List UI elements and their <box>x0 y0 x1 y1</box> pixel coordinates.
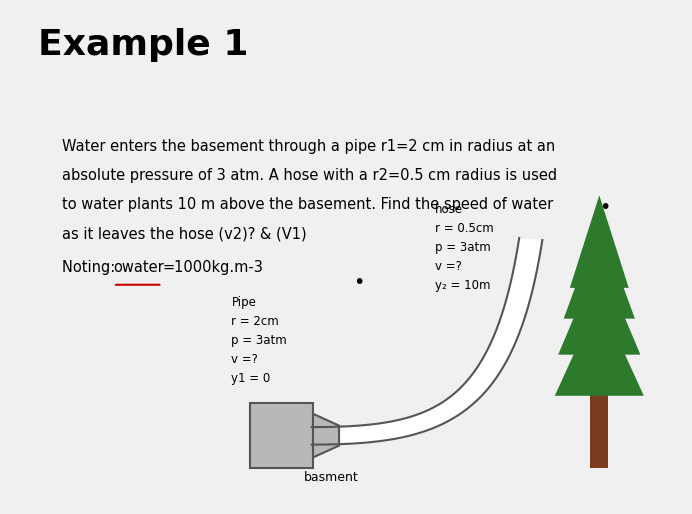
Text: =1000kg.m-3: =1000kg.m-3 <box>163 260 263 275</box>
Text: •: • <box>599 198 610 217</box>
Text: absolute pressure of 3 atm. A hose with a r2=0.5 cm radius is used: absolute pressure of 3 atm. A hose with … <box>62 168 557 183</box>
Polygon shape <box>558 257 640 355</box>
Text: hose
r = 0.5cm
p = 3atm
v =?
y₂ = 10m: hose r = 0.5cm p = 3atm v =? y₂ = 10m <box>435 203 493 292</box>
Polygon shape <box>555 298 644 396</box>
Polygon shape <box>313 414 339 457</box>
Polygon shape <box>311 238 543 445</box>
Text: Example 1: Example 1 <box>37 28 248 62</box>
Text: •: • <box>353 273 364 292</box>
Bar <box>590 393 608 468</box>
Text: basment: basment <box>303 471 358 484</box>
Text: owater: owater <box>113 260 164 275</box>
Text: to water plants 10 m above the basement. Find the speed of water: to water plants 10 m above the basement.… <box>62 197 553 212</box>
Bar <box>250 403 313 468</box>
Polygon shape <box>564 221 635 319</box>
Text: Water enters the basement through a pipe r1=2 cm in radius at an: Water enters the basement through a pipe… <box>62 139 555 154</box>
Polygon shape <box>570 195 629 288</box>
Text: Noting:: Noting: <box>62 260 120 275</box>
Text: Pipe
r = 2cm
p = 3atm
v =?
y1 = 0: Pipe r = 2cm p = 3atm v =? y1 = 0 <box>232 296 287 384</box>
Text: as it leaves the hose (v2)? & (V1): as it leaves the hose (v2)? & (V1) <box>62 227 307 242</box>
